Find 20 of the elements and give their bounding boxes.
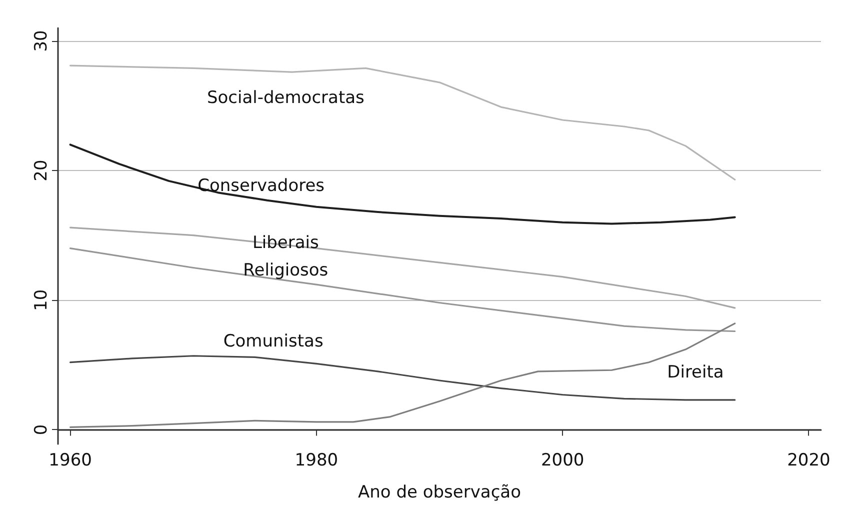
x-tick-label: 1960 bbox=[48, 450, 92, 470]
y-tick-label: 30 bbox=[32, 30, 52, 52]
series-label: Comunistas bbox=[223, 332, 324, 352]
line-series bbox=[70, 355, 736, 401]
line-series bbox=[70, 226, 736, 309]
series-label: Religiosos bbox=[243, 260, 328, 280]
y-tick-label: 0 bbox=[32, 424, 52, 436]
x-tick-label: 2020 bbox=[787, 450, 830, 470]
y-tick-label: 20 bbox=[32, 160, 52, 182]
x-tick-label: 2000 bbox=[540, 450, 584, 470]
x-axis-title: Ano de observação bbox=[358, 482, 522, 502]
series-label: Direita bbox=[667, 362, 724, 383]
series-label: Social-democratas bbox=[206, 88, 365, 108]
series-label: Liberais bbox=[252, 233, 320, 254]
series-label: Conservadores bbox=[198, 176, 325, 196]
line-series bbox=[70, 322, 736, 428]
y-tick-label: 10 bbox=[32, 289, 52, 311]
line-series bbox=[70, 248, 736, 332]
line-series bbox=[69, 144, 736, 225]
x-tick-label: 1980 bbox=[294, 450, 338, 470]
